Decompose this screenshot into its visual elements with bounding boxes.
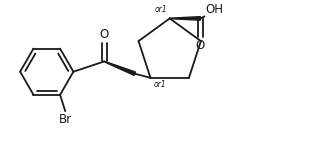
Text: or1: or1 <box>155 5 168 14</box>
Text: O: O <box>196 39 205 52</box>
Polygon shape <box>170 17 200 20</box>
Text: O: O <box>99 28 109 41</box>
Text: or1: or1 <box>154 80 166 89</box>
Polygon shape <box>104 61 136 75</box>
Text: OH: OH <box>205 3 223 16</box>
Text: Br: Br <box>59 113 72 126</box>
